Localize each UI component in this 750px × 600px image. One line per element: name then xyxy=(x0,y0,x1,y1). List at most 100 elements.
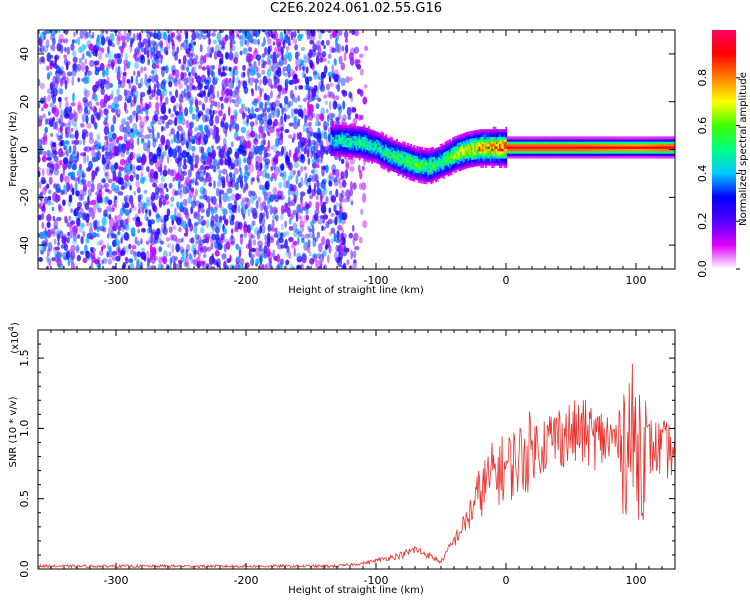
heatmap-cell xyxy=(478,136,481,140)
heatmap-cell xyxy=(338,126,341,130)
heatmap-cell xyxy=(177,167,183,177)
heatmap-cell xyxy=(183,261,189,268)
heatmap-cell xyxy=(505,145,508,149)
heatmap-cell xyxy=(238,193,242,200)
heatmap-cell xyxy=(534,141,537,145)
heatmap-cell xyxy=(213,110,218,115)
heatmap-cell xyxy=(153,255,158,261)
heatmap-cell xyxy=(344,146,347,150)
heatmap-cell xyxy=(445,162,448,166)
heatmap-cell xyxy=(111,255,116,262)
heatmap-cell xyxy=(460,134,462,138)
heatmap-cell xyxy=(343,125,345,128)
heatmap-cell xyxy=(561,136,564,140)
heatmap-cell xyxy=(505,129,508,133)
heatmap-cell xyxy=(151,246,157,254)
heatmap-cell xyxy=(369,155,372,159)
heatmap-cell xyxy=(438,149,441,153)
heatmap-cell xyxy=(302,66,305,71)
heatmap-cell xyxy=(332,141,335,145)
heatmap-cell xyxy=(143,189,148,194)
heatmap-cell xyxy=(59,69,63,75)
heatmap-cell xyxy=(336,124,339,128)
heatmap-cell xyxy=(570,155,573,159)
heatmap-cell xyxy=(200,227,205,234)
heatmap-cell xyxy=(177,145,182,155)
heatmap-cell xyxy=(372,135,375,139)
heatmap-cell xyxy=(463,166,466,170)
heatmap-cell xyxy=(413,176,416,180)
heatmap-cell xyxy=(135,112,138,123)
heatmap-cell xyxy=(327,53,332,60)
heatmap-cell xyxy=(503,155,506,159)
heatmap-cell xyxy=(438,175,441,179)
heatmap-cell xyxy=(314,254,318,263)
heatmap-cell xyxy=(338,143,341,147)
heatmap-cell xyxy=(46,213,52,222)
heatmap-cell xyxy=(461,145,464,149)
heatmap-cell xyxy=(386,161,389,165)
heatmap-cell xyxy=(489,155,492,159)
heatmap-cell xyxy=(312,161,317,169)
heatmap-cell xyxy=(295,57,301,67)
heatmap-cell xyxy=(538,155,540,159)
heatmap-cell xyxy=(566,138,569,142)
heatmap-cell xyxy=(211,32,216,37)
heatmap-cell xyxy=(156,132,160,139)
heatmap-cell xyxy=(191,67,195,77)
heatmap-cell xyxy=(530,150,533,154)
heatmap-cell xyxy=(364,158,367,162)
heatmap-cell xyxy=(74,181,78,192)
heatmap-cell xyxy=(419,161,422,165)
heatmap-cell xyxy=(378,137,381,141)
heatmap-cell xyxy=(386,147,389,150)
heatmap-cell xyxy=(171,39,175,47)
heatmap-cell xyxy=(267,224,272,233)
heatmap-cell xyxy=(191,58,197,65)
heatmap-cell xyxy=(523,136,526,140)
heatmap-cell xyxy=(389,148,392,152)
heatmap-cell xyxy=(505,136,508,140)
heatmap-cell xyxy=(402,150,405,154)
heatmap-cell xyxy=(303,166,307,171)
heatmap-cell xyxy=(499,157,501,161)
heatmap-cell xyxy=(122,246,126,255)
heatmap-cell xyxy=(335,155,338,159)
heatmap-cell xyxy=(442,144,445,148)
heatmap-cell xyxy=(382,149,384,153)
heatmap-cell xyxy=(350,249,354,260)
heatmap-cell xyxy=(458,139,461,143)
heatmap-cell xyxy=(550,143,553,147)
heatmap-cell xyxy=(359,68,364,76)
heatmap-cell xyxy=(587,138,590,142)
heatmap-cell xyxy=(64,175,70,185)
heatmap-cell xyxy=(553,143,556,147)
heatmap-cell xyxy=(573,138,576,142)
heatmap-cell xyxy=(416,165,419,169)
heatmap-cell xyxy=(50,132,53,138)
heatmap-cell xyxy=(350,154,353,158)
heatmap-cell xyxy=(445,167,448,171)
heatmap-cell xyxy=(463,135,466,139)
heatmap-cell xyxy=(352,152,355,156)
heatmap-cell xyxy=(586,143,589,147)
heatmap-cell xyxy=(360,152,363,156)
heatmap-cell xyxy=(346,134,349,138)
heatmap-cell xyxy=(623,143,626,147)
heatmap-cell xyxy=(218,109,223,117)
heatmap-cell xyxy=(162,114,168,121)
heatmap-cell xyxy=(179,174,185,182)
heatmap-cell xyxy=(175,30,180,34)
heatmap-cell xyxy=(436,173,439,177)
heatmap-cell xyxy=(425,147,428,151)
heatmap-cell xyxy=(475,130,478,133)
heatmap-cell xyxy=(347,156,350,160)
heatmap-cell xyxy=(259,162,263,170)
heatmap-cell xyxy=(134,62,139,69)
heatmap-cell xyxy=(223,137,227,147)
heatmap-cell xyxy=(68,194,73,203)
heatmap-cell xyxy=(70,208,73,214)
heatmap-cell xyxy=(580,143,583,147)
heatmap-cell xyxy=(611,150,614,154)
heatmap-cell xyxy=(160,175,165,183)
